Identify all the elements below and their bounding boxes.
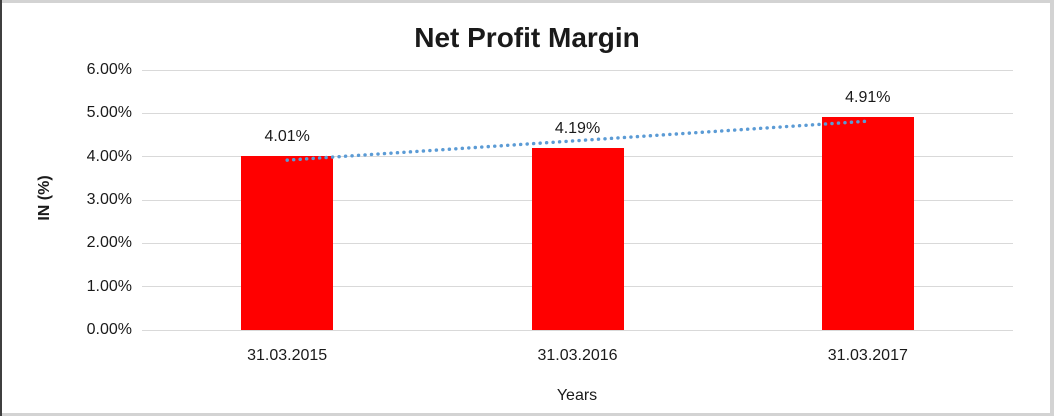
x-tick-label: 31.03.2016 [537,347,618,364]
gridline [142,69,1013,71]
x-tick-label: 31.03.2017 [827,347,908,364]
bar [531,148,624,330]
y-tick-label: 3.00% [86,191,132,208]
gridline [142,112,1013,114]
bar [241,156,334,330]
frame-border-left [0,0,2,416]
frame-border-right [1050,0,1054,416]
trendline [285,119,870,162]
y-tick-label: 6.00% [86,61,132,78]
frame-border-top [0,0,1054,3]
x-axis-title: Years [556,387,598,404]
bar-value-label: 4.91% [845,89,891,107]
bar [821,117,914,330]
bar-value-label: 4.01% [264,128,310,146]
y-tick-label: 0.00% [86,321,132,338]
frame-border-bottom [0,413,1054,416]
x-tick-label: 31.03.2015 [247,347,328,364]
y-tick-label: 1.00% [86,277,132,295]
plot-area: 4.01% 4.19% 4.91% [142,69,1013,331]
y-tick-label: 4.00% [86,147,132,165]
gridline [142,329,1013,331]
y-tick-label: 2.00% [86,234,132,252]
bar-value-label: 4.19% [554,120,601,138]
y-tick-label: 5.00% [86,104,132,122]
chart-title: Net Profit Margin [414,22,640,53]
